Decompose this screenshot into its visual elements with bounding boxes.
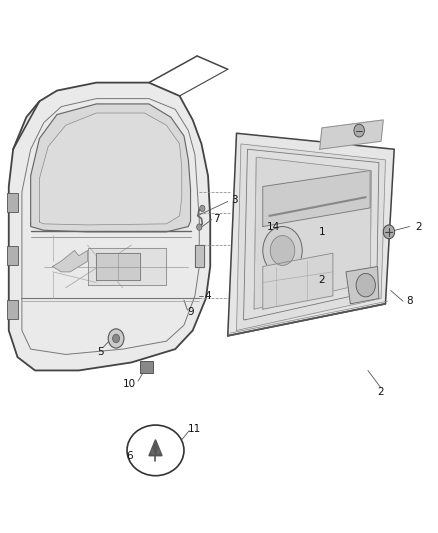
Polygon shape	[31, 104, 191, 232]
Polygon shape	[346, 266, 379, 304]
Polygon shape	[263, 253, 333, 309]
Text: 2: 2	[415, 222, 422, 231]
Circle shape	[200, 205, 205, 212]
Polygon shape	[254, 157, 371, 309]
Text: 11: 11	[188, 424, 201, 434]
Polygon shape	[53, 251, 88, 272]
Text: 5: 5	[97, 347, 104, 357]
Text: 9: 9	[187, 307, 194, 317]
Polygon shape	[149, 440, 162, 456]
Polygon shape	[195, 245, 204, 266]
Circle shape	[383, 225, 395, 239]
Text: 2: 2	[378, 387, 385, 397]
Polygon shape	[320, 120, 383, 149]
Polygon shape	[151, 449, 154, 454]
Text: 7: 7	[213, 214, 220, 223]
Text: 4: 4	[205, 291, 212, 301]
Circle shape	[113, 334, 120, 343]
Bar	[7, 300, 18, 319]
Text: 14: 14	[267, 222, 280, 231]
Polygon shape	[157, 449, 160, 454]
Text: 3: 3	[231, 195, 238, 205]
Circle shape	[354, 124, 364, 137]
Polygon shape	[88, 248, 166, 285]
Circle shape	[108, 329, 124, 348]
Text: 2: 2	[318, 275, 325, 285]
Polygon shape	[228, 133, 394, 336]
Circle shape	[197, 224, 202, 230]
Polygon shape	[237, 144, 385, 330]
Bar	[7, 246, 18, 265]
Bar	[7, 193, 18, 212]
Polygon shape	[96, 253, 140, 280]
Circle shape	[356, 273, 375, 297]
Bar	[140, 361, 153, 373]
Circle shape	[263, 227, 302, 274]
Polygon shape	[263, 171, 370, 227]
Text: 8: 8	[406, 296, 413, 306]
Polygon shape	[39, 113, 182, 225]
Text: 10: 10	[123, 379, 136, 389]
Text: 1: 1	[318, 227, 325, 237]
Ellipse shape	[127, 425, 184, 475]
Text: 6: 6	[126, 451, 133, 461]
Polygon shape	[9, 83, 210, 370]
Circle shape	[270, 236, 295, 265]
